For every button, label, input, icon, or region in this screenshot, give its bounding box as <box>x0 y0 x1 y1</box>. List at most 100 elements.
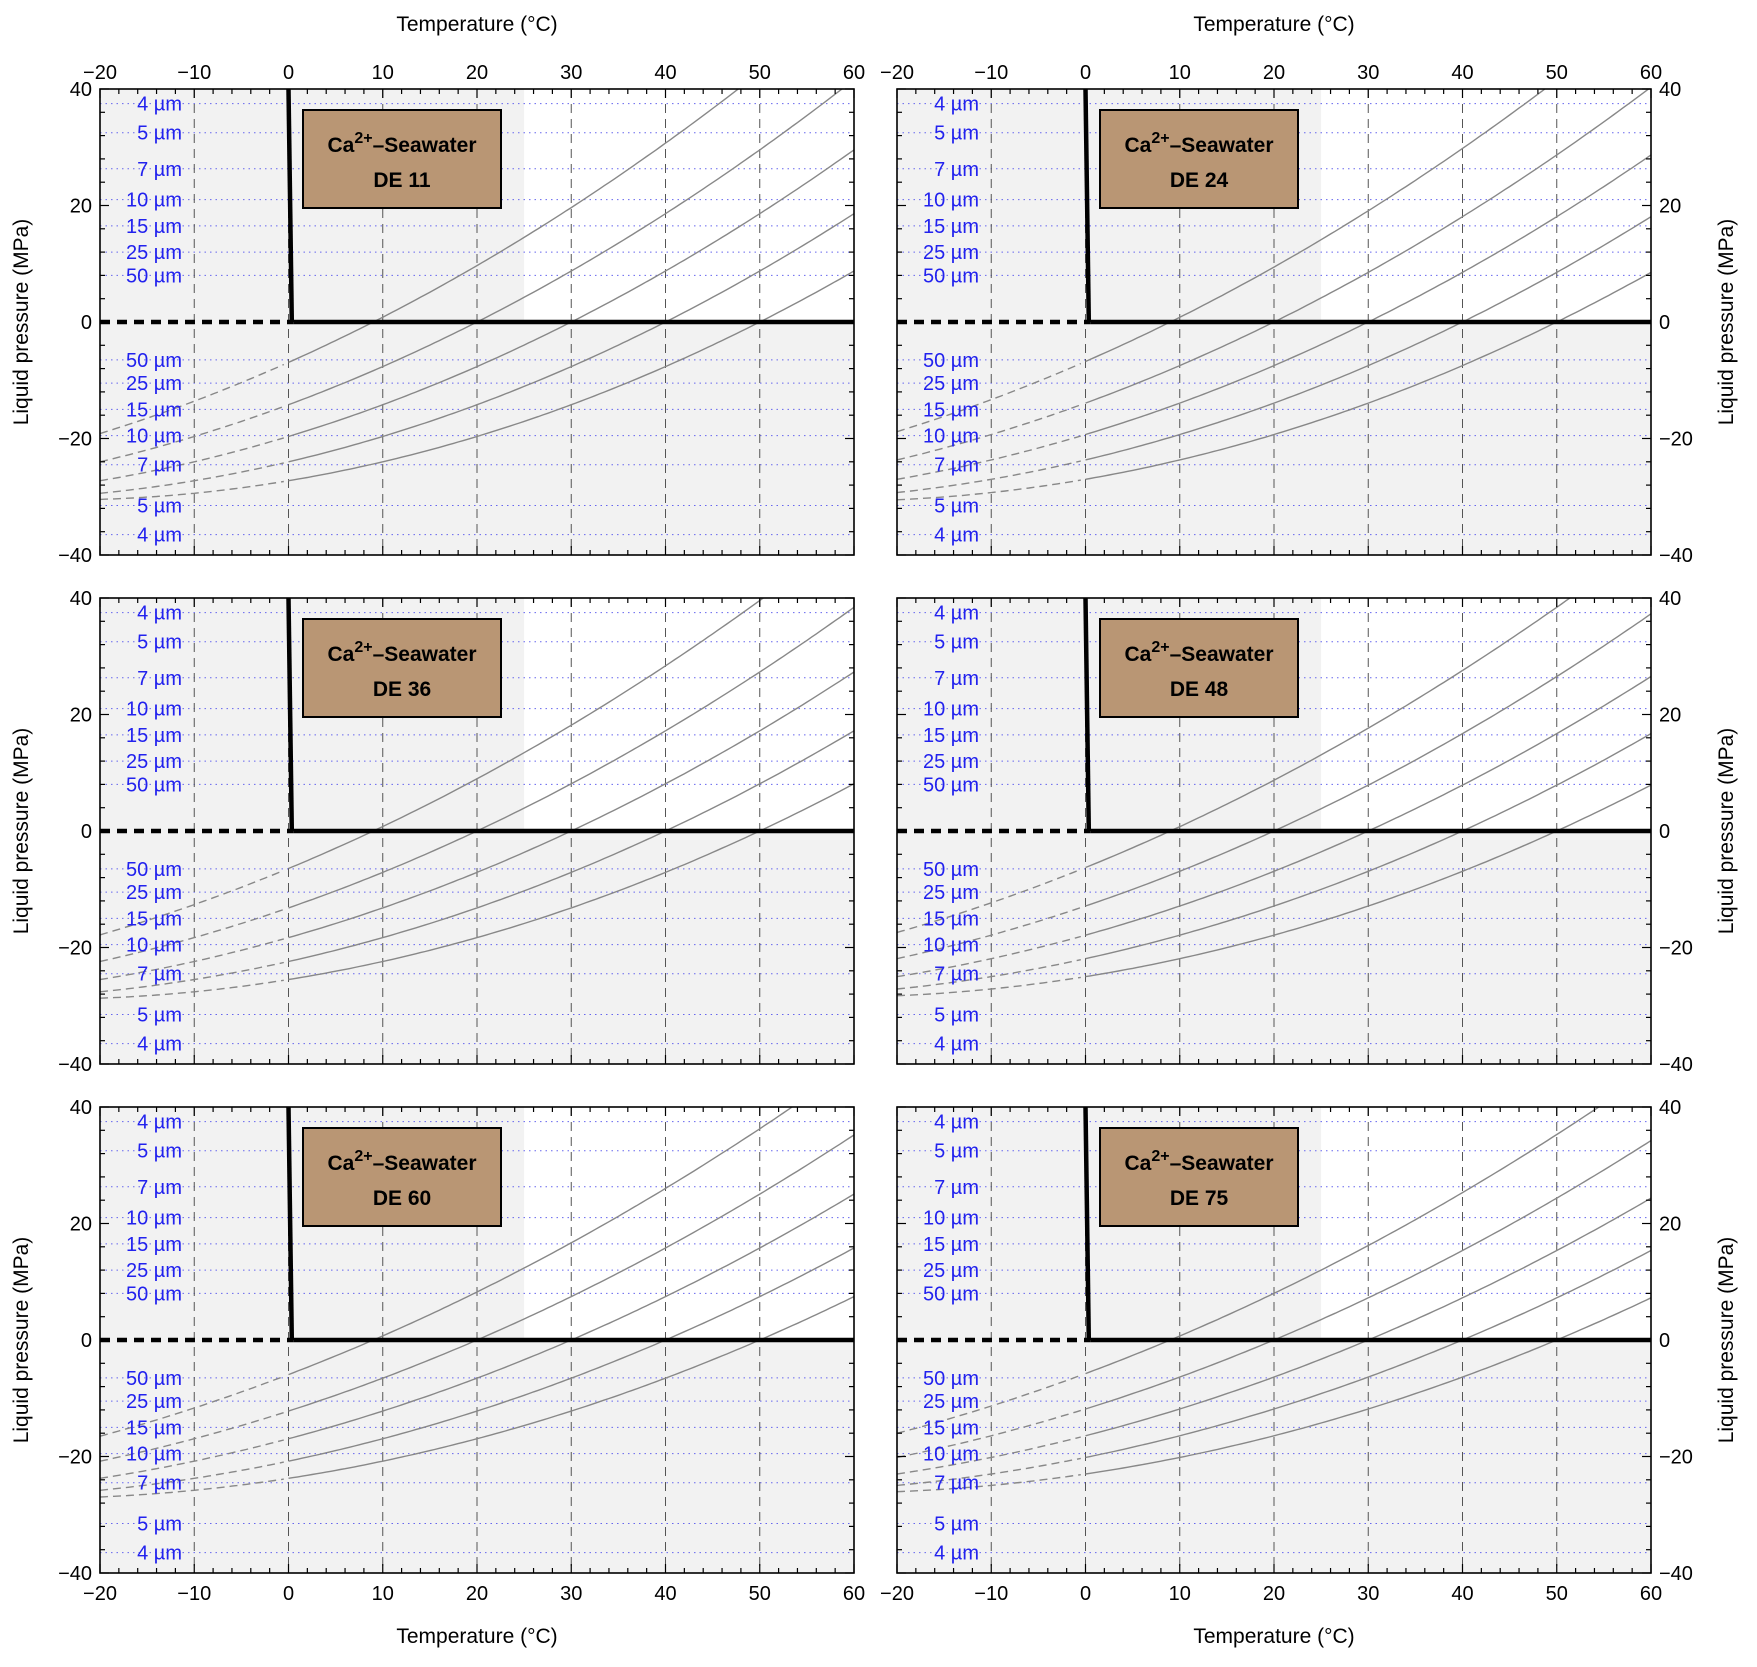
unshaded-region <box>1321 1107 1651 1340</box>
radius-label-bottom: 10 µm <box>923 1444 979 1466</box>
radius-label-top: 7 µm <box>137 668 182 690</box>
sample-label-box <box>302 1127 502 1227</box>
sample-label-line2: DE 60 <box>373 1187 431 1210</box>
isochore-dashed-3 <box>100 437 284 482</box>
isochore-dashed-1 <box>897 362 1082 433</box>
radius-label-bottom: 50 µm <box>126 1368 182 1390</box>
radius-label-top: 7 µm <box>934 1177 979 1199</box>
radius-label-bottom: 50 µm <box>923 1368 979 1390</box>
y-tick-label: 20 <box>70 705 92 727</box>
ticks <box>99 597 855 1065</box>
radius-label-bottom: 5 µm <box>137 1513 182 1535</box>
radius-label-top: 5 µm <box>934 632 979 654</box>
radius-label-top: 15 µm <box>923 1234 979 1256</box>
isochore-dashed-5 <box>897 1474 1081 1493</box>
radius-label-bottom: 50 µm <box>126 859 182 881</box>
sample-label-box <box>302 109 502 209</box>
sample-label-line1: Ca2+–Seawater <box>1124 130 1273 157</box>
radius-label-top: 25 µm <box>126 242 182 264</box>
y-tick-label: −40 <box>1659 545 1693 567</box>
y-axis-title: Liquid pressure (MPa) <box>10 219 33 426</box>
sample-label-line1: Ca2+–Seawater <box>1124 639 1273 666</box>
sample-label-line2: DE 75 <box>1170 1187 1229 1210</box>
isochore-dashed-3 <box>100 1439 284 1479</box>
isochore-dashed-2 <box>897 1409 1082 1459</box>
x-tick-label: 50 <box>749 1583 771 1605</box>
radius-label-top: 25 µm <box>126 751 182 773</box>
isochore-4 <box>288 213 854 463</box>
isochore-dashed-2 <box>100 405 285 463</box>
melting-curve <box>286 88 295 323</box>
x-axis-title-top: Temperature (°C) <box>396 13 557 36</box>
isochore-dashed-5 <box>100 480 284 501</box>
y-tick-label: 0 <box>81 1330 92 1352</box>
radius-label-top: 50 µm <box>923 1283 979 1305</box>
radius-label-bottom: 15 µm <box>126 908 182 930</box>
radius-label-top: 50 µm <box>923 265 979 287</box>
x-tick-label: 60 <box>843 62 865 84</box>
radius-label-bottom: 25 µm <box>923 373 979 395</box>
radius-label-bottom: 15 µm <box>126 399 182 421</box>
isochore-dashed-3 <box>897 935 1081 978</box>
x-tick-label: 10 <box>372 1583 394 1605</box>
radius-label-bottom: 15 µm <box>923 908 979 930</box>
ticks <box>896 1106 1652 1574</box>
x-tick-label: 0 <box>1080 62 1091 84</box>
isochore-dashed-4 <box>100 961 284 993</box>
x-tick-label: 40 <box>1451 1583 1473 1605</box>
radius-label-top: 5 µm <box>137 632 182 654</box>
x-tick-label: 0 <box>283 62 294 84</box>
radius-label-bottom: 15 µm <box>923 399 979 421</box>
radius-label-bottom: 5 µm <box>137 495 182 517</box>
radius-label-bottom: 25 µm <box>923 882 979 904</box>
melting-curve <box>1083 88 1092 323</box>
unshaded-region <box>524 598 854 831</box>
isochore-dashed-3 <box>100 938 284 981</box>
y-tick-label: −20 <box>1659 1447 1693 1469</box>
radius-label-top: 15 µm <box>126 1234 182 1256</box>
radius-label-bottom: 5 µm <box>137 1004 182 1026</box>
radius-label-top: 10 µm <box>126 699 182 721</box>
isochore-dashed-4 <box>897 959 1081 990</box>
ticks <box>99 88 855 556</box>
melting-curve <box>286 597 295 832</box>
radius-label-bottom: 50 µm <box>126 350 182 372</box>
x-tick-label: −20 <box>880 1583 914 1605</box>
radius-label-top: 5 µm <box>137 123 182 145</box>
isochore-dashed-4 <box>100 1461 284 1491</box>
y-tick-label: 20 <box>1659 1214 1681 1236</box>
sample-label-box <box>1099 109 1299 209</box>
y-tick-label: −40 <box>1659 1563 1693 1585</box>
isochore-1 <box>288 1107 794 1376</box>
isochore-dashed-4 <box>897 1457 1081 1487</box>
x-tick-label: 60 <box>1640 62 1662 84</box>
y-tick-label: −20 <box>1659 938 1693 960</box>
x-tick-label: −10 <box>974 1583 1008 1605</box>
sample-label-line1: Ca2+–Seawater <box>327 1148 476 1175</box>
ticks <box>896 597 1652 1065</box>
radius-label-bottom: 15 µm <box>126 1417 182 1439</box>
radius-label-top: 25 µm <box>126 1260 182 1282</box>
y-tick-label: 0 <box>1659 1330 1670 1352</box>
radius-label-top: 4 µm <box>934 603 979 625</box>
radius-label-bottom: 4 µm <box>137 525 182 547</box>
melting-curve <box>286 1106 295 1341</box>
x-tick-label: 60 <box>1640 1583 1662 1605</box>
sample-label-box <box>1099 618 1299 718</box>
sample-label-line2: DE 11 <box>373 169 431 192</box>
isochore-1 <box>1085 89 1546 363</box>
sample-label-box <box>302 618 502 718</box>
isochore-dashed-3 <box>897 435 1081 480</box>
melting-curve <box>1083 597 1092 832</box>
radius-label-bottom: 4 µm <box>934 1034 979 1056</box>
sample-label-box <box>1099 1127 1299 1227</box>
x-tick-label: −20 <box>880 62 914 84</box>
isochore-dashed-2 <box>100 908 285 963</box>
y-tick-label: −40 <box>58 545 92 567</box>
radius-label-top: 15 µm <box>126 216 182 238</box>
radius-label-bottom: 7 µm <box>137 455 182 477</box>
radius-label-bottom: 10 µm <box>126 935 182 957</box>
radius-label-bottom: 7 µm <box>934 964 979 986</box>
